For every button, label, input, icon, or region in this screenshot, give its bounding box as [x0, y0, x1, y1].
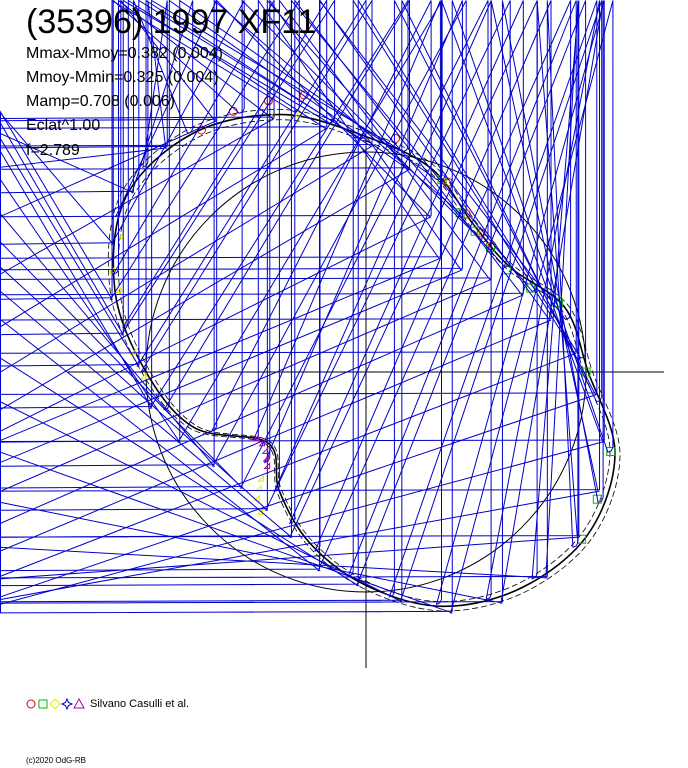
data-point-star-10	[0, 0, 614, 614]
legend-marker-circle	[26, 699, 36, 709]
legend-label: Silvano Casulli et al.	[90, 698, 190, 710]
stat-mmax-mmoy: Mmax-Mmoy=0.382 (0.004)	[26, 45, 223, 62]
copyright-text: (c)2020 OdG-RB	[26, 756, 87, 765]
data-point-diamond-6	[257, 474, 265, 482]
data-point-triangle-3	[258, 439, 266, 447]
data-point-diamond-8	[253, 494, 260, 502]
stat-eclat: Eclat^1.00	[26, 117, 101, 134]
chart-title: (35396) 1997 XF11	[26, 3, 317, 41]
legend-marker-triangle	[73, 697, 85, 709]
legend: Silvano Casulli et al.	[24, 696, 189, 712]
data-point-square-9	[592, 494, 602, 504]
fit-curve-upper	[107, 109, 621, 612]
legend-markers	[26, 697, 85, 711]
stat-mamp: Mamp=0.708 (0.006)	[26, 93, 175, 110]
data-point-triangle-2	[261, 447, 269, 454]
data-point-triangle-4	[252, 434, 259, 441]
data-point-diamond-0	[139, 372, 147, 380]
observation-points	[0, 0, 616, 614]
stat-mmoy-mmin: Mmoy-Mmin=0.325 (0.004)	[26, 69, 219, 86]
data-point-diamond-3	[115, 286, 122, 294]
legend-marker-star	[60, 697, 74, 711]
data-point-square-8	[606, 447, 616, 456]
legend-marker-diamond	[49, 698, 61, 710]
legend-marker-square	[38, 699, 48, 709]
stat-f: f=2.789	[26, 142, 80, 159]
data-point-triangle-0	[263, 462, 271, 469]
data-point-triangle-1	[262, 454, 270, 462]
data-point-star-33	[0, 0, 336, 336]
